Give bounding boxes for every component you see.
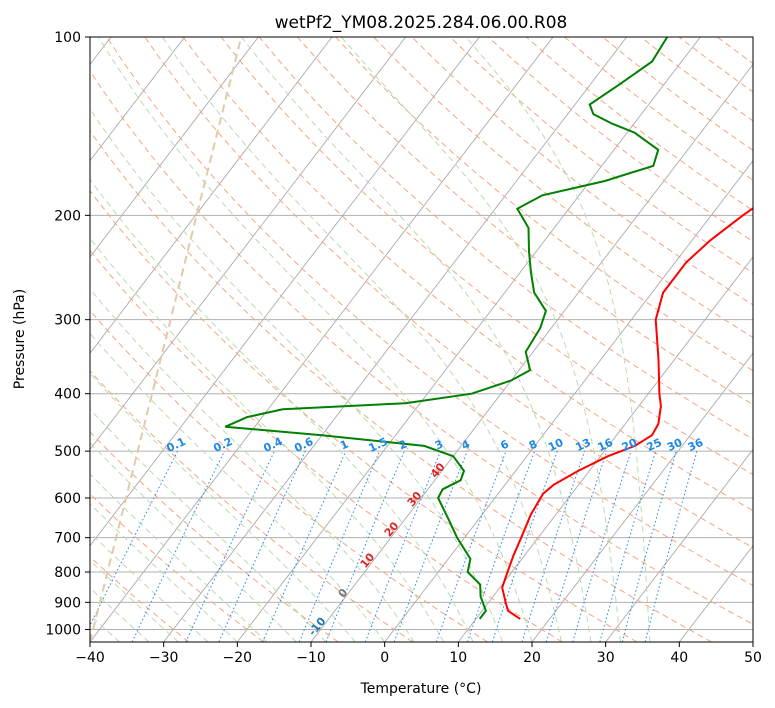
dewpoint-profile — [224, 37, 669, 620]
dry-adiabat-line — [106, 37, 753, 587]
y-tick-label: 100 — [54, 30, 81, 46]
x-tick-label: 0 — [380, 650, 389, 666]
dry-adiabat-line — [90, 370, 414, 642]
mixing-ratio-line — [298, 450, 381, 642]
dry-adiabat-line — [90, 431, 339, 642]
mixing-ratio-line — [572, 450, 632, 642]
dry-adiabat-line — [90, 309, 488, 642]
mixing-ratio-label: 16 — [596, 436, 616, 454]
isotherm-line — [236, 37, 701, 642]
isotherm-line — [90, 37, 259, 258]
x-tick-label: −30 — [149, 650, 179, 666]
temperature-profile — [501, 207, 753, 620]
y-tick-label: 200 — [54, 208, 81, 224]
moist-adiabat-line — [465, 37, 651, 642]
y-tick-label: 1000 — [45, 622, 81, 638]
mixing-ratio-line — [521, 450, 586, 642]
y-tick-label: 800 — [54, 565, 81, 581]
mixing-ratio-line — [325, 450, 405, 642]
x-axis-label: Temperature (°C) — [360, 681, 482, 697]
mixing-ratio-label: 25 — [645, 436, 664, 454]
moist-adiabat-line — [90, 503, 238, 642]
dry-adiabat-line — [258, 37, 753, 440]
moist-adiabat-line — [161, 37, 562, 642]
mixing-ratio-line — [90, 450, 179, 627]
y-tick-label: 600 — [54, 491, 81, 507]
mixing-ratio-label: 20 — [620, 436, 640, 454]
moist-adiabat-line — [90, 332, 386, 642]
mixing-ratio-label: 10 — [546, 436, 566, 454]
x-tick-label: −40 — [75, 650, 105, 666]
chart-title: wetPf2_YM08.2025.284.06.00.R08 — [275, 13, 568, 33]
x-tick-label: −10 — [296, 650, 326, 666]
x-tick-label: 50 — [744, 650, 762, 666]
mixing-ratio-line — [467, 450, 536, 642]
dry-adiabat-line — [373, 37, 753, 339]
moist-adiabat-line — [90, 531, 209, 642]
dry-adiabat-line — [90, 70, 753, 625]
y-tick-label: 300 — [54, 313, 81, 329]
x-tick-label: −20 — [223, 650, 253, 666]
isotherm-line — [90, 37, 333, 354]
moist-adiabat-line — [97, 37, 533, 642]
dry-adiabat-line — [144, 37, 753, 549]
isotherm-line — [163, 37, 628, 642]
isotherm-line — [531, 352, 753, 642]
mixing-ratio-line — [262, 450, 347, 642]
mixing-ratio-line — [393, 450, 468, 642]
isotherm-line — [90, 37, 480, 547]
moist-adiabat-line — [90, 442, 297, 642]
dry-adiabat-line — [335, 37, 753, 372]
isotherm-line — [605, 448, 753, 642]
x-tick-label: 20 — [523, 650, 541, 666]
moist-adiabat-line — [90, 587, 150, 642]
x-tick-label: 10 — [449, 650, 467, 666]
isotherm-line — [384, 159, 753, 642]
moist-adiabat-line — [90, 559, 179, 642]
moist-adiabat-line — [90, 178, 474, 642]
dry-adiabat-line — [90, 189, 638, 642]
mixing-ratio-label: 36 — [686, 436, 706, 454]
dry-adiabat-line — [90, 249, 563, 642]
moist-adiabat-line — [90, 237, 445, 642]
mixing-ratio-line — [599, 450, 657, 642]
mixing-ratio-line — [364, 450, 442, 642]
mixing-ratio-label: 13 — [574, 436, 593, 454]
isotherm-line — [90, 37, 554, 642]
moist-adiabat-line — [90, 408, 327, 642]
dry-adiabat-line — [90, 556, 190, 642]
mixing-ratio-line — [644, 450, 698, 642]
x-tick-label: 40 — [670, 650, 688, 666]
mixing-ratio-line — [621, 450, 677, 642]
moist-adiabat-line — [241, 37, 592, 642]
wet-bulb-curve — [90, 37, 243, 642]
moist-adiabat-line — [341, 37, 621, 642]
isotherm-line — [90, 37, 186, 162]
mixing-ratio-line — [435, 450, 507, 642]
dry-adiabat-line — [90, 130, 712, 642]
mixing-ratio-line — [545, 450, 608, 642]
x-tick-label: 30 — [597, 650, 615, 666]
mixing-ratio-label: 30 — [665, 436, 685, 454]
y-tick-label: 700 — [54, 531, 81, 547]
plot-frame — [89, 36, 754, 643]
moist-adiabat-line — [90, 473, 268, 642]
moist-adiabat-line — [90, 288, 415, 642]
isotherm-line — [457, 256, 753, 642]
y-axis-label: Pressure (hPa) — [12, 289, 28, 389]
y-tick-label: 400 — [54, 387, 81, 403]
y-tick-label: 500 — [54, 444, 81, 460]
moist-adiabat-line — [90, 108, 503, 642]
y-tick-label: 900 — [54, 595, 81, 611]
mixing-ratio-line — [491, 450, 558, 642]
isotherm-line — [90, 37, 407, 451]
dry-adiabat-line — [297, 37, 753, 406]
